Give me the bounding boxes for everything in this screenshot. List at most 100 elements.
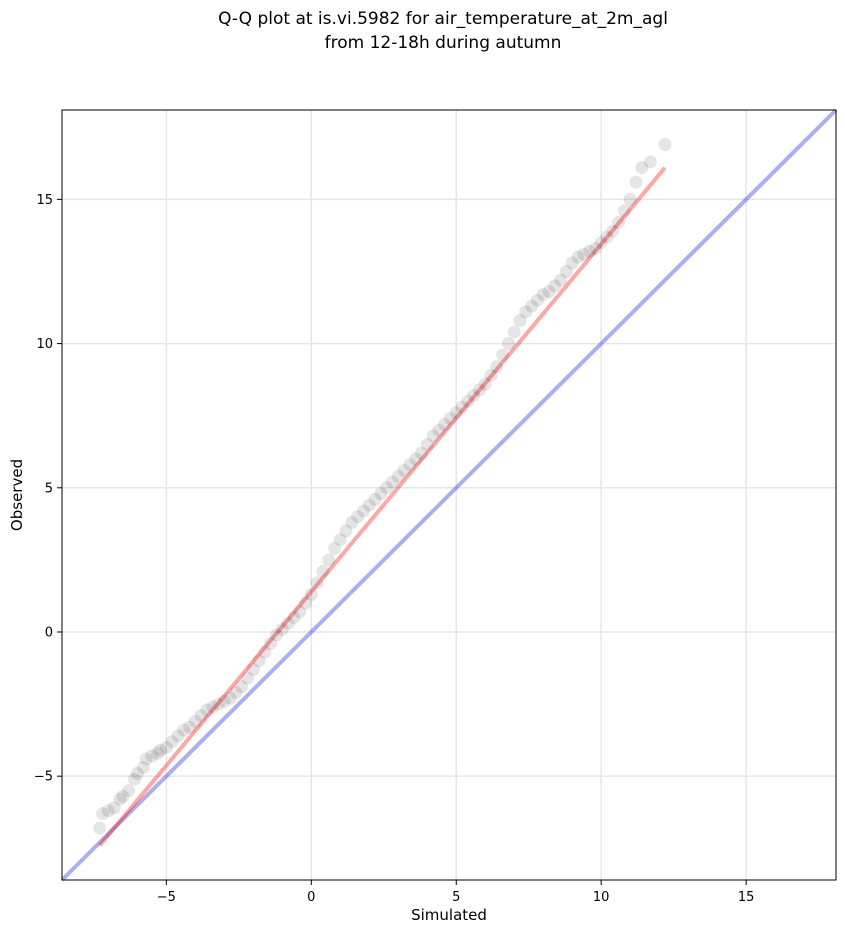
quantile-point [177,723,191,737]
quantile-point [356,504,370,518]
quantile-point [206,700,220,714]
quantile-point [385,475,399,489]
quantile-point [316,564,330,578]
chart-title-line-1: Q-Q plot at is.vi.5982 for air_temperatu… [218,9,668,29]
quantile-point [113,792,127,806]
quantile-point [229,686,243,700]
identity-line-layer [60,108,838,882]
quantile-point [438,417,452,431]
quantile-point [362,498,376,512]
quantile-point [171,729,185,743]
fit-line [98,166,667,847]
quantile-point [443,412,457,426]
quantile-point [617,204,631,218]
quantile-point [217,694,231,708]
quantile-point [478,377,492,391]
quantile-point [223,691,237,705]
quantile-point [594,236,608,250]
quantile-point [449,406,463,420]
quantile-point [122,784,136,798]
quantile-point [380,481,394,495]
quantile-point [200,703,214,717]
quantile-point [139,752,153,766]
quantile-point [345,515,359,529]
quantile-point [612,215,626,229]
quantile-point [96,807,110,821]
quantile-point [299,596,313,610]
quantile-point [275,622,289,636]
quantile-point [513,314,527,328]
quantile-point [183,720,197,734]
quantile-point [258,645,272,659]
quantile-point [461,394,475,408]
x-tick-label-2: 5 [452,890,460,905]
x-tick-label-1: 0 [307,890,315,905]
quantile-point [304,587,318,601]
quantile-point [127,772,141,786]
quantile-point [252,654,266,668]
quantile-point [145,749,159,763]
quantile-point [559,264,573,278]
quantile-point [241,671,255,685]
quantile-point [507,325,521,339]
quantile-point [287,611,301,625]
quantile-point [391,469,405,483]
quantile-point [472,383,486,397]
quantile-point [151,746,165,760]
quantile-point [606,224,620,238]
x-tick-label-4: 15 [738,890,755,905]
quantile-point [270,628,284,642]
quantile-point [159,740,173,754]
quantile-point [116,789,130,803]
quantile-point [212,697,226,711]
quantile-point [374,487,388,501]
quantile-point [519,305,533,319]
quantile-point [490,360,504,374]
quantile-point [623,192,637,206]
x-tick-label-0: −5 [157,890,176,905]
identity-line [60,108,838,882]
x-axis-label: Simulated [411,906,487,924]
quantile-point [397,463,411,477]
quantile-point [246,662,260,676]
quantile-point [525,299,539,313]
quantile-point [101,804,115,818]
quantile-point [235,680,249,694]
quantile-point [536,288,550,302]
quantile-point [310,576,324,590]
quantile-point [565,256,579,270]
quantile-point [548,279,562,293]
quantile-point [420,438,434,452]
y-axis-label: Observed [8,459,26,531]
quantile-point [333,533,347,547]
quantile-point [426,429,440,443]
quantile-point [327,541,341,555]
quantile-point [403,458,417,472]
quantile-point [414,446,428,460]
quantile-point [496,348,510,362]
quantile-point [583,244,597,258]
quantile-point [154,743,168,757]
quantile-point [322,553,336,567]
quantile-point [339,524,353,538]
quantile-point [130,766,144,780]
quantile-point [281,616,295,630]
quantile-point [136,761,150,775]
quantile-point [409,452,423,466]
quantile-point [264,637,278,651]
y-tick-label-3: 10 [36,337,53,352]
quantile-point [577,247,591,261]
quantile-point [432,423,446,437]
fit-line-layer [98,166,667,847]
y-axis-ticks: −5 0 5 10 15 [34,193,62,785]
quantile-point [635,161,649,175]
quantile-point [542,285,556,299]
y-tick-label-4: 15 [36,193,53,208]
quantile-point [484,368,498,382]
quantile-point [107,801,121,815]
quantile-point [530,293,544,307]
quantile-point [600,230,614,244]
quantile-point [588,241,602,255]
